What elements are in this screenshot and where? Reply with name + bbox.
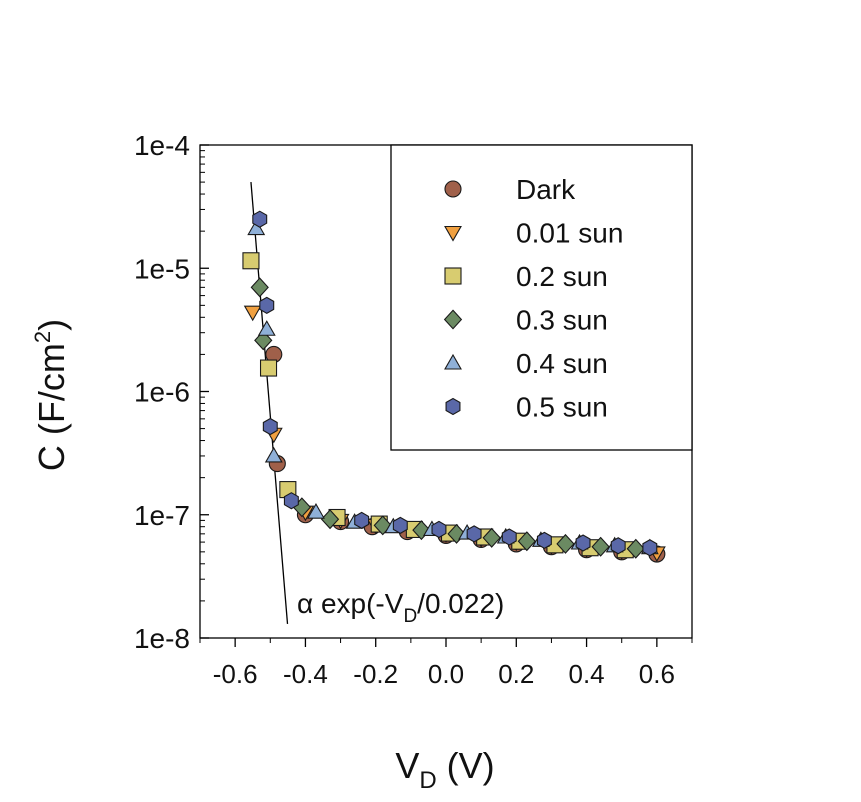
point-0-2-sun (242, 252, 260, 270)
x-tick-label: -0.4 (283, 659, 328, 689)
x-tick-label: 0.2 (498, 659, 534, 689)
fit-annotation-prefix: α exp(-V (297, 588, 404, 619)
point-0-5-sun (262, 417, 278, 436)
legend-marker-0-5-sun (445, 397, 461, 416)
point-0-2-sun (259, 359, 278, 377)
point-0-5-sun (642, 539, 658, 557)
x-tick-label: -0.6 (213, 659, 258, 689)
point-0-3-sun (482, 527, 501, 548)
x-tick-label: 0.0 (428, 659, 464, 689)
legend-marker-0-4-sun (444, 353, 462, 370)
point-0-3-sun (517, 531, 536, 552)
fit-annotation-suffix: /0.022) (417, 588, 504, 619)
x-axis-title: VD (V) (395, 745, 494, 794)
point-0-5-sun (259, 296, 275, 314)
point-0-5-sun (610, 537, 626, 555)
fit-annotation: α exp(-VD/0.022) (297, 588, 504, 627)
x-axis: -0.6 -0.4 -0.2 0.0 0.2 0.4 0.6 (199, 638, 693, 689)
point-0-5-sun (501, 528, 517, 546)
point-0-3-sun (556, 533, 575, 554)
y-axis-title-main: C (F/cm (31, 343, 72, 471)
legend-label-dark: Dark (516, 174, 576, 205)
y-tick-label: 1e-5 (134, 253, 190, 284)
point-0-5-sun (466, 525, 482, 543)
point-0-3-sun (320, 509, 340, 530)
legend-marker-0-01-sun (444, 225, 462, 242)
point-0-4-sun (307, 503, 325, 519)
legend-marker-0-2-sun (444, 267, 462, 285)
x-axis-title-main: V (395, 745, 419, 786)
point-0-5-sun (392, 516, 408, 535)
y-axis: 1e-8 1e-7 1e-6 1e-5 1e-4 (134, 130, 209, 654)
legend-label-0-5-sun: 0.5 sun (516, 392, 608, 423)
point-0-01-sun (243, 305, 262, 322)
x-tick-label: 0.6 (639, 659, 675, 689)
y-tick-label: 1e-7 (134, 500, 190, 531)
point-0-4-sun (264, 446, 283, 463)
y-tick-label: 1e-6 (134, 377, 190, 408)
fit-annotation-sub: D (403, 606, 417, 627)
x-axis-title-sub: D (419, 767, 436, 794)
point-0-5-sun (575, 534, 591, 552)
legend-label-0-4-sun: 0.4 sun (516, 348, 608, 379)
legend-label-0-2-sun: 0.2 sun (516, 261, 608, 292)
y-axis-title: C (F/cm2) (30, 319, 72, 471)
x-tick-label: 0.4 (568, 659, 604, 689)
legend-label-0-3-sun: 0.3 sun (516, 305, 608, 336)
point-0-4-sun (257, 320, 276, 336)
point-0-3-sun (626, 538, 645, 559)
y-axis-title-sup: 2 (30, 331, 55, 343)
point-0-5-sun (283, 492, 299, 510)
x-tick-label: -0.2 (353, 659, 398, 689)
data-points (242, 210, 666, 563)
point-0-3-sun (254, 330, 273, 351)
fit-line-path (250, 182, 289, 625)
point-0-3-sun (250, 277, 269, 298)
point-0-5-sun (354, 511, 370, 530)
legend: Dark 0.01 sun 0.2 sun 0.3 sun 0.4 sun 0.5 sun (390, 144, 693, 451)
point-0-5-sun (536, 531, 552, 549)
x-axis-title-unit: (V) (437, 745, 495, 786)
y-tick-label: 1e-8 (134, 623, 190, 654)
legend-box (390, 144, 693, 451)
y-axis-title-end: ) (31, 319, 72, 331)
legend-marker-0-3-sun (443, 309, 463, 330)
point-0-3-sun (591, 536, 610, 557)
legend-marker-dark (444, 180, 462, 198)
point-0-5-sun (252, 210, 268, 228)
fit-line (250, 182, 289, 625)
y-tick-label: 1e-4 (134, 130, 190, 161)
point-0-5-sun (431, 520, 447, 539)
legend-label-0-01-sun: 0.01 sun (516, 218, 623, 249)
